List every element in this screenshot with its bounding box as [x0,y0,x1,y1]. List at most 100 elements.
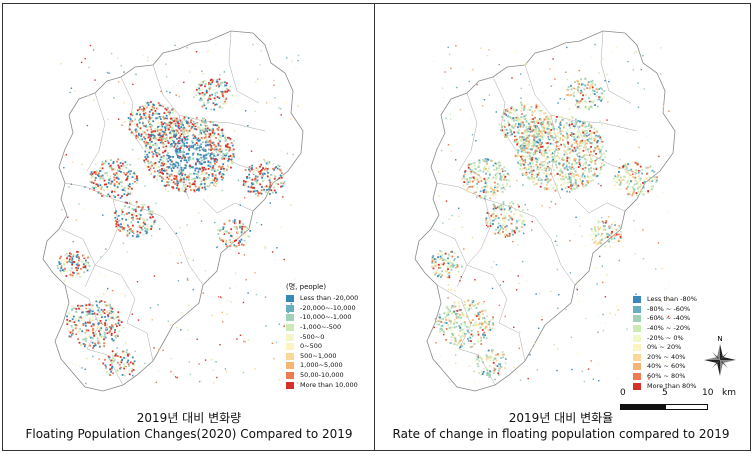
grid-cell [486,367,488,369]
grid-cell [259,170,262,172]
grid-cell [117,158,120,161]
grid-cell [529,152,531,154]
grid-cell [566,129,569,132]
grid-cell [504,170,507,172]
grid-cell [518,118,521,120]
grid-cell [622,179,625,181]
grid-cell [196,122,199,125]
grid-cell [172,124,174,127]
grid-cell [128,128,131,131]
grid-cell [269,181,272,184]
grid-cell [283,258,285,261]
grid-cell [582,83,585,86]
grid-cell [486,212,489,214]
grid-cell [168,124,171,127]
grid-cell [532,165,535,168]
grid-cell [208,175,211,178]
grid-cell [572,173,575,176]
grid-cell [540,146,542,148]
grid-cell [176,376,178,379]
grid-cell [190,127,193,130]
grid-cell [518,205,520,208]
grid-cell [445,328,448,330]
grid-cell [512,117,515,119]
grid-cell [209,79,212,81]
grid-cell [97,299,100,302]
grid-cell [164,185,167,187]
grid-cell [561,188,563,191]
grid-cell [569,178,572,181]
grid-cell [78,307,80,310]
grid-cell [97,309,100,312]
grid-cell [139,231,142,234]
grid-cell [145,140,148,143]
grid-cell [495,194,498,196]
grid-cell [96,325,98,328]
grid-cell [463,178,466,180]
grid-cell [82,266,85,269]
grid-cell [186,142,188,144]
grid-cell [232,162,234,165]
grid-cell [601,162,603,165]
grid-cell [255,181,258,184]
grid-cell [151,151,154,153]
grid-cell [504,367,506,369]
grid-cell [77,262,79,265]
grid-cell [505,113,507,116]
grid-cell [109,305,112,308]
grid-cell [226,146,229,148]
grid-cell [159,228,161,230]
grid-cell [452,262,454,265]
grid-cell [160,130,163,133]
grid-cell [177,162,179,164]
grid-cell [77,338,79,341]
grid-cell [199,97,202,100]
grid-cell [166,90,168,92]
grid-cell [180,126,183,129]
grid-cell [598,172,601,175]
grid-cell [197,188,199,191]
grid-cell [180,180,182,183]
grid-cell [625,170,627,173]
grid-cell [195,142,198,144]
district-boundary [152,64,266,132]
grid-cell [94,79,96,81]
grid-cell [119,359,122,362]
grid-cell [247,292,249,294]
grid-cell [156,170,159,172]
grid-cell [222,163,225,165]
grid-cell [198,162,201,165]
grid-cell [493,369,496,372]
grid-cell [89,336,92,339]
grid-cell [187,117,190,120]
grid-cell [433,271,436,274]
grid-cell [243,231,246,234]
grid-cell [212,149,215,152]
grid-cell [195,189,198,191]
grid-cell [595,88,598,90]
grid-cell [123,121,125,123]
grid-cell [448,319,451,322]
grid-cell [618,179,621,181]
grid-cell [502,111,505,114]
grid-cell [571,144,574,146]
grid-cell [187,152,190,155]
grid-cell [596,233,599,236]
grid-cell [444,316,447,318]
grid-cell [556,187,559,190]
grid-cell [492,316,494,319]
grid-cell [540,130,542,133]
grid-cell [144,362,146,365]
grid-cell [229,234,232,237]
grid-cell [131,111,134,114]
grid-cell [64,267,66,270]
grid-cell [146,101,149,104]
grid-cell [599,226,602,229]
grid-cell [533,128,536,131]
grid-cell [150,133,153,136]
grid-cell [221,128,224,131]
grid-cell [512,120,515,122]
grid-cell [447,257,449,260]
grid-cell [473,164,476,167]
grid-cell [99,184,102,187]
